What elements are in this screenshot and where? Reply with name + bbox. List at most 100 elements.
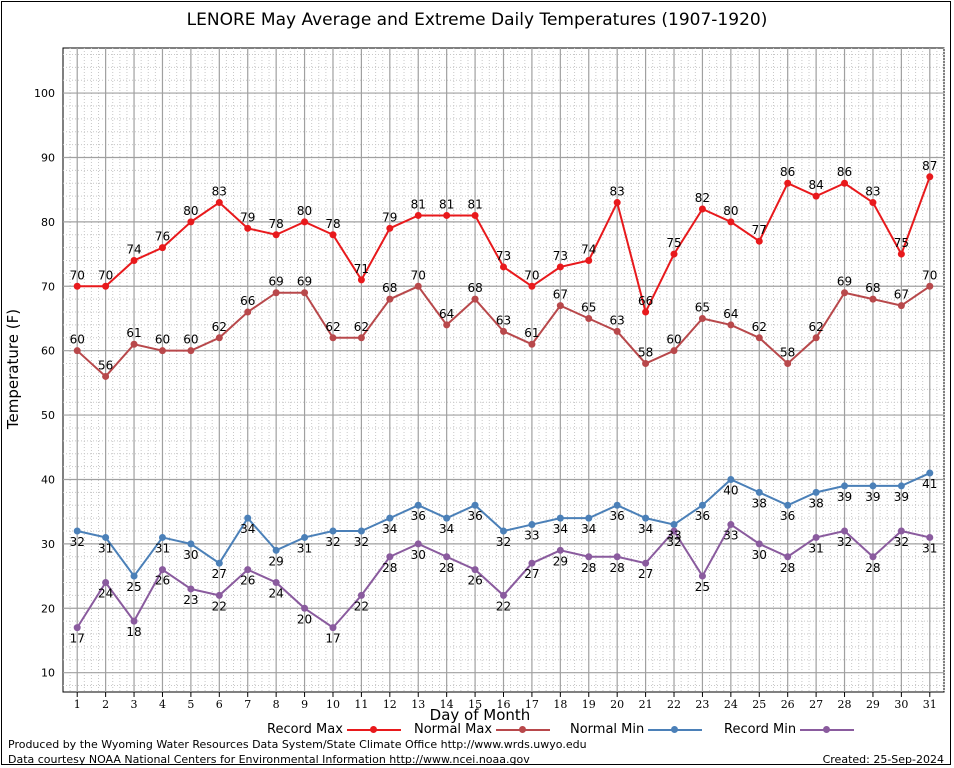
record-min-point	[670, 527, 678, 535]
record-max-point	[926, 173, 934, 181]
x-tick-label: 23	[695, 698, 709, 711]
normal-min-data-label: 36	[610, 509, 625, 523]
y-tick-label: 60	[41, 345, 55, 358]
normal-max-data-label: 69	[297, 275, 312, 289]
record-max-point	[471, 211, 479, 219]
legend-item-record-min: Record Min	[724, 722, 855, 738]
normal-max-point	[812, 334, 820, 342]
record-max-data-label: 66	[638, 294, 653, 308]
x-tick-label: 26	[781, 698, 795, 711]
record-max-point	[500, 263, 507, 271]
normal-min-point	[471, 501, 479, 509]
normal-min-data-label: 34	[382, 522, 397, 536]
normal-min-data-label: 31	[297, 541, 312, 555]
legend-swatch	[346, 723, 401, 737]
normal-max-data-label: 67	[894, 288, 909, 302]
record-min-point	[926, 533, 934, 541]
x-tick-label: 1	[74, 698, 81, 711]
record-min-point	[500, 591, 507, 599]
credit-line-1: Produced by the Wyoming Water Resources …	[8, 738, 587, 751]
record-max-point	[698, 205, 706, 213]
record-max-data-label: 81	[467, 197, 482, 211]
grid-layer	[62, 47, 945, 693]
record-max-data-label: 78	[269, 217, 284, 231]
x-tick-label: 21	[639, 698, 653, 711]
record-min-point	[272, 579, 280, 587]
record-max-point	[585, 257, 593, 265]
record-min-point	[386, 553, 394, 561]
normal-min-data-label: 39	[894, 490, 909, 504]
x-tick-label: 17	[525, 698, 539, 711]
x-tick-label: 31	[923, 698, 937, 711]
x-tick-label: 16	[497, 698, 511, 711]
record-max-point	[642, 308, 650, 316]
normal-max-data-label: 56	[98, 358, 113, 372]
normal-min-point	[102, 533, 110, 541]
record-max-point	[244, 224, 252, 232]
record-min-data-label: 31	[808, 541, 823, 555]
normal-min-point	[73, 527, 81, 535]
normal-max-data-label: 68	[467, 281, 482, 295]
record-min-point	[784, 553, 792, 561]
normal-min-point	[443, 514, 451, 522]
x-tick-label: 10	[326, 698, 340, 711]
normal-min-data-label: 32	[70, 535, 85, 549]
normal-min-data-label: 31	[98, 541, 113, 555]
record-min-data-label: 23	[183, 593, 198, 607]
record-min-data-label: 18	[126, 625, 141, 639]
record-min-data-label: 26	[155, 574, 170, 588]
legend-item-normal-min: Normal Min	[570, 722, 703, 738]
record-min-point	[357, 591, 365, 599]
record-min-data-label: 24	[98, 587, 113, 601]
record-max-point	[784, 179, 792, 187]
record-max-point	[727, 218, 735, 226]
x-tick-label: 28	[838, 698, 852, 711]
legend-item-normal-max: Normal Max	[414, 722, 551, 738]
record-min-point	[698, 572, 706, 580]
x-tick-label: 29	[866, 698, 880, 711]
legend-label: Normal Min	[570, 722, 645, 737]
record-max-data-label: 70	[524, 268, 539, 282]
record-max-point	[386, 224, 394, 232]
x-tick-label: 5	[187, 698, 194, 711]
record-min-data-label: 29	[553, 554, 568, 568]
record-max-point	[414, 211, 422, 219]
record-max-data-label: 83	[212, 185, 227, 199]
normal-min-point	[613, 501, 621, 509]
normal-max-point	[443, 321, 451, 329]
data-label-layer: 70 70 74 76 80 83 79 78 80 78 71 79 81 81 81 73 70 73 74 83…	[70, 159, 938, 646]
record-min-data-label: 32	[837, 535, 852, 549]
x-tick-label: 8	[273, 698, 280, 711]
y-tick-label: 80	[41, 216, 55, 229]
normal-max-data-label: 62	[808, 320, 823, 334]
normal-max-point	[784, 360, 792, 368]
record-min-data-label: 32	[894, 535, 909, 549]
normal-max-data-label: 62	[752, 320, 767, 334]
series-layer	[73, 173, 934, 632]
record-max-data-label: 73	[496, 249, 511, 263]
record-min-data-label: 30	[411, 548, 426, 562]
normal-min-data-label: 36	[780, 509, 795, 523]
record-min-point	[556, 546, 564, 554]
normal-min-point	[500, 527, 507, 535]
normal-max-point	[187, 347, 195, 355]
normal-max-data-label: 70	[922, 268, 937, 282]
record-min-data-label: 32	[666, 535, 681, 549]
normal-min-point	[642, 514, 650, 522]
normal-max-point	[329, 334, 337, 342]
record-max-data-label: 80	[723, 204, 738, 218]
record-max-data-label: 73	[553, 249, 568, 263]
record-max-data-label: 84	[808, 178, 823, 192]
record-min-point	[755, 540, 763, 548]
normal-min-data-label: 39	[837, 490, 852, 504]
record-min-point	[73, 624, 81, 632]
normal-min-point	[812, 488, 820, 496]
normal-max-data-label: 58	[780, 346, 795, 360]
record-min-data-label: 30	[752, 548, 767, 562]
normal-max-point	[272, 289, 280, 297]
normal-max-point	[727, 321, 735, 329]
normal-min-point	[897, 482, 905, 490]
x-tick-label: 19	[582, 698, 596, 711]
normal-max-data-label: 60	[666, 333, 681, 347]
